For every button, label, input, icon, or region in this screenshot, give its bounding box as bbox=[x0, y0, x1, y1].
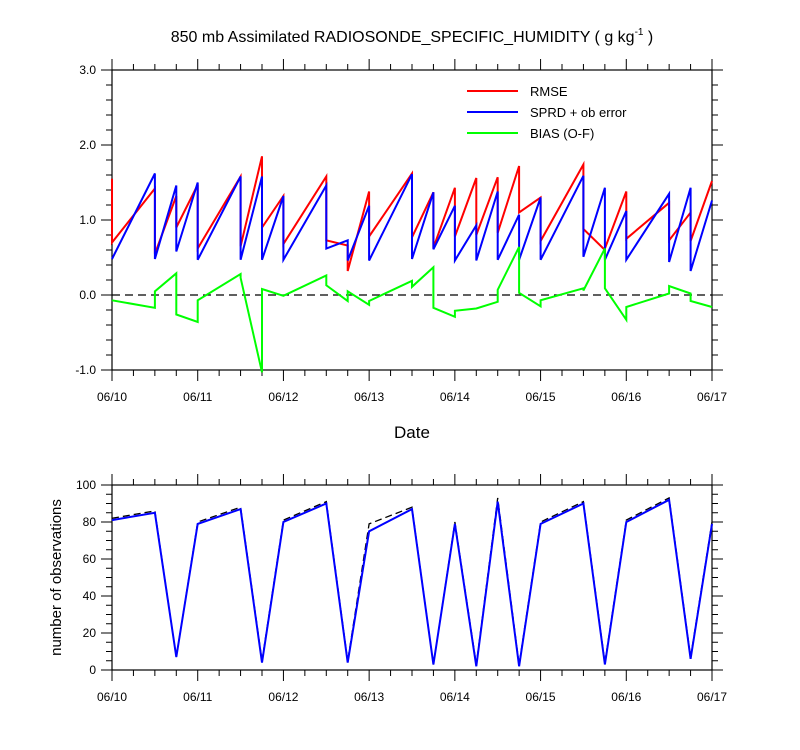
observations-x-ticks: 06/10 06/11 06/12 06/13 06/14 06/15 06/16 06/17 bbox=[97, 474, 727, 704]
diagnostics-x-tick-label: 06/15 bbox=[526, 390, 556, 404]
diagnostics-y-tick-label: -1.0 bbox=[75, 363, 96, 377]
chart-title: 850 mb Assimilated RADIOSONDE_SPECIFIC_H… bbox=[171, 27, 654, 46]
diagnostics-y-tick-label: 1.0 bbox=[79, 213, 96, 227]
observations-y-ticks: 0 20 40 60 80 100 bbox=[76, 478, 723, 677]
diagnostics-x-tick-label: 06/11 bbox=[183, 390, 212, 404]
observations-y-tick-label: 100 bbox=[76, 478, 96, 492]
diagnostics-x-tick-label: 06/16 bbox=[611, 390, 641, 404]
observations-x-tick-label: 06/11 bbox=[183, 690, 212, 704]
observations-x-tick-label: 06/13 bbox=[354, 690, 384, 704]
legend: RMSE SPRD + ob error BIAS (O-F) bbox=[467, 84, 627, 141]
diagnostics-x-axis-title: Date bbox=[394, 423, 430, 442]
observations-y-tick-label: 0 bbox=[89, 663, 96, 677]
diagnostics-x-ticks: 06/10 06/11 06/12 06/13 06/14 06/15 06/16 06/17 bbox=[97, 59, 727, 404]
observations-y-axis-title: number of observations bbox=[48, 499, 65, 656]
observations-x-tick-label: 06/17 bbox=[697, 690, 727, 704]
diagnostics-y-ticks: -1.0 0.0 1.0 2.0 3.0 bbox=[75, 63, 723, 377]
diagnostics-series-sprd-ob-error bbox=[111, 173, 713, 272]
plot-observations: 06/10 06/11 06/12 06/13 06/14 06/15 06/16 06/17… bbox=[48, 474, 727, 704]
diagnostics-y-tick-label: 0.0 bbox=[79, 288, 96, 302]
observations-series-assimilated bbox=[111, 498, 713, 667]
observations-y-tick-label: 20 bbox=[83, 626, 97, 640]
diagnostics-x-tick-label: 06/13 bbox=[354, 390, 384, 404]
diagnostics-series-bias-o-f bbox=[111, 246, 713, 373]
observations-y-tick-label: 40 bbox=[83, 589, 97, 603]
diagnostics-y-tick-label: 2.0 bbox=[79, 138, 96, 152]
observations-x-tick-label: 06/12 bbox=[268, 690, 298, 704]
diagnostics-x-tick-label: 06/10 bbox=[97, 390, 127, 404]
diagnostics-x-tick-label: 06/12 bbox=[268, 390, 298, 404]
legend-label: BIAS (O-F) bbox=[530, 126, 594, 141]
diagnostics-x-tick-label: 06/14 bbox=[440, 390, 470, 404]
legend-label: SPRD + ob error bbox=[530, 105, 627, 120]
diagnostics-y-tick-label: 3.0 bbox=[79, 63, 96, 77]
observations-x-tick-label: 06/15 bbox=[526, 690, 556, 704]
diagnostics-x-tick-label: 06/17 bbox=[697, 390, 727, 404]
observations-x-tick-label: 06/10 bbox=[97, 690, 127, 704]
plot-diagnostics: 06/10 06/11 06/12 06/13 06/14 06/15 06/16 06/17… bbox=[75, 59, 727, 442]
observations-x-tick-label: 06/14 bbox=[440, 690, 470, 704]
observations-x-tick-label: 06/16 bbox=[611, 690, 641, 704]
observations-y-tick-label: 80 bbox=[83, 515, 97, 529]
legend-label: RMSE bbox=[530, 84, 568, 99]
observations-y-tick-label: 60 bbox=[83, 552, 97, 566]
